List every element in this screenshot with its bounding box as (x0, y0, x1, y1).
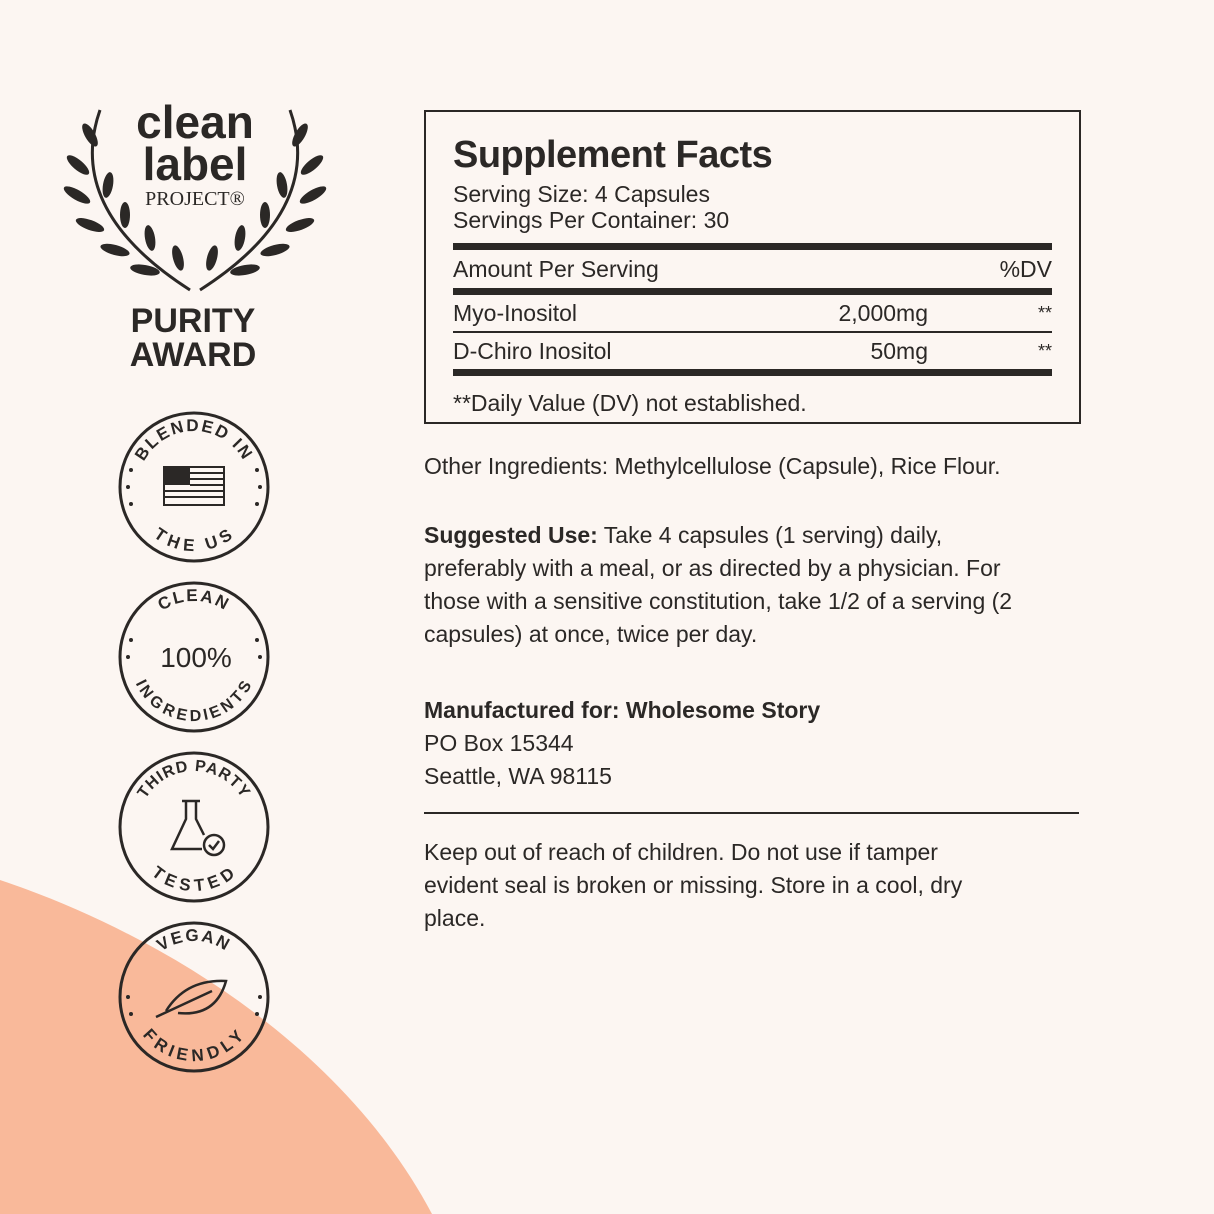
serving-size: Serving Size: 4 Capsules (453, 181, 710, 207)
amount-header: Amount Per Serving (453, 255, 659, 282)
dv-header: %DV (999, 255, 1052, 282)
svg-text:CLEAN: CLEAN (155, 586, 234, 614)
divider (424, 812, 1079, 814)
facts-footnote: **Daily Value (DV) not established. (453, 390, 807, 416)
badge-center-text: 100% (160, 642, 232, 673)
flask-check-icon (170, 799, 226, 857)
svg-text:BLENDED IN: BLENDED IN (131, 416, 257, 464)
award-text-award: AWARD (130, 336, 257, 374)
facts-title: Supplement Facts (453, 134, 773, 176)
laurel-wreath-icon (63, 109, 329, 292)
other-ingredients: Other Ingredients: Methylcellulose (Caps… (424, 453, 1001, 479)
badge-top-text: CLEAN (155, 586, 232, 614)
warning-text: Keep out of reach of children. Do not us… (424, 839, 963, 931)
svg-text:TESTED: TESTED (148, 863, 239, 896)
badge-clean-ingredients: CLEAN INGREDIENTS 100% (118, 581, 270, 733)
logo-text-clean: clean (136, 96, 254, 148)
supplement-facts-panel: Supplement Facts Serving Size: 4 Capsule… (424, 110, 1081, 424)
clean-label-project-logo: clean label PROJECT® PURITY AWARD (63, 96, 329, 374)
svg-text:THE US: THE US (151, 524, 238, 555)
badge-top-text: BLENDED IN (131, 416, 255, 464)
badge-bottom-text: TESTED (148, 863, 237, 896)
logo-text-project: PROJECT® (145, 188, 245, 210)
suggested-use: Suggested Use: Take 4 capsules (1 servin… (424, 522, 1013, 647)
badge-blended-in-us: BLENDED IN THE US (118, 411, 270, 563)
manufacturer-info: Manufactured for: Wholesome Story PO Box … (424, 697, 821, 789)
servings-per-container: Servings Per Container: 30 (453, 207, 730, 233)
facts-row: Myo-Inositol 2,000mg ** (453, 299, 1052, 326)
us-flag-icon (163, 466, 225, 506)
leaf-icon (155, 979, 228, 1019)
badge-bottom-text: THE US (151, 524, 236, 555)
badge-vegan-friendly: VEGAN FRIENDLY (118, 921, 270, 1073)
facts-row: D-Chiro Inositol 50mg ** (453, 337, 1052, 364)
logo-text-label: label (143, 138, 248, 190)
award-text-purity: PURITY (131, 302, 256, 340)
badge-third-party-tested: THIRD PARTY TESTED (118, 751, 270, 903)
